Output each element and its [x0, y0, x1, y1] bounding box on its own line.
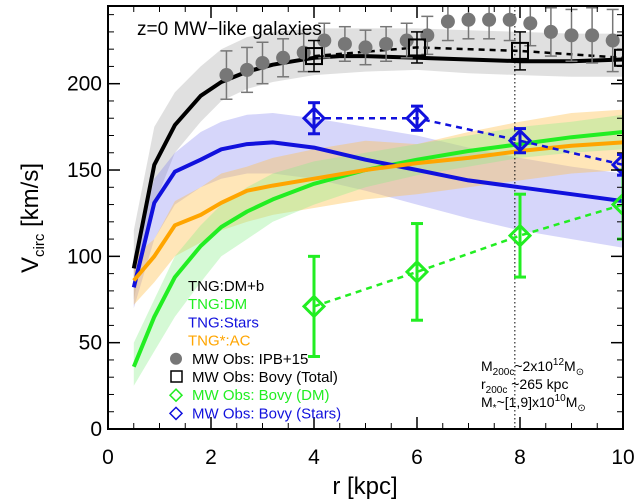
y-axis-title-sub: circ	[31, 233, 48, 257]
bovy-stars-point	[507, 128, 533, 153]
ipb-point	[502, 12, 517, 27]
bovy-dm-point	[507, 223, 533, 248]
info-m200c: M200c~2x1012M⊙	[481, 357, 584, 378]
ipb-point	[605, 33, 620, 48]
legend-label: MW Obs: Bovy (Stars)	[192, 405, 341, 422]
ipb-point	[461, 12, 476, 27]
info-mstar: M*~[1,9]x1010M⊙	[481, 393, 586, 414]
ipb-point	[337, 36, 352, 51]
legend-label: TNG*:AC	[188, 333, 251, 350]
legend-label: MW Obs: Bovy (DM)	[192, 387, 330, 404]
bovy-total-point	[408, 38, 426, 57]
bovy-stars-dashed-line	[314, 116, 623, 167]
bovy-stars-point	[610, 152, 623, 177]
ipb-point	[482, 12, 497, 27]
ipb-point	[564, 28, 579, 43]
x-tick-label: 8	[514, 446, 526, 469]
band-ac	[133, 109, 623, 305]
y-axis-title-unit: [km/s]	[17, 163, 44, 234]
y-tick-label: 200	[67, 73, 102, 96]
series-line-ac	[132, 140, 623, 282]
legend-marker-circle	[170, 352, 182, 365]
x-axis-title: r [kpc]	[332, 473, 397, 500]
x-tick-label: 2	[205, 446, 217, 469]
legend-label: MW Obs: Bovy (Total)	[192, 369, 338, 386]
ipb-point	[585, 28, 600, 43]
x-tick-label: 10	[611, 446, 634, 469]
ipb-point	[379, 36, 394, 51]
ipb-point	[399, 33, 414, 48]
ipb-point	[219, 68, 234, 83]
bovy-stars-point	[301, 106, 327, 131]
y-axis-title-main: V	[17, 257, 44, 273]
y-axis-title: Vcirc [km/s]	[17, 163, 48, 273]
bovy-total-point	[614, 48, 623, 67]
x-tick-label: 6	[411, 446, 423, 469]
bovy-stars-point	[404, 106, 430, 131]
legend-label: TNG:DM	[188, 296, 247, 313]
ipb-point	[543, 24, 558, 39]
y-tick-label: 0	[90, 418, 102, 441]
series-line-dm	[131, 130, 623, 368]
bovy-dm-point	[610, 192, 623, 217]
ipb-point	[255, 55, 270, 70]
y-tick-label: 50	[79, 332, 102, 355]
bands-layer	[133, 28, 623, 386]
legend-label: TNG:DM+b	[188, 278, 264, 295]
ipb-point	[358, 40, 373, 55]
band-stars	[133, 113, 623, 309]
ipb-point	[317, 33, 332, 48]
observations-layer	[219, 6, 623, 358]
chart-title: z=0 MW−like galaxies	[137, 19, 322, 40]
ipb-point	[440, 14, 455, 29]
band-dm	[133, 114, 623, 386]
band-dmb	[133, 28, 623, 300]
ipb-point	[523, 16, 538, 31]
bovy-total-point	[305, 47, 323, 66]
ipb-point	[240, 62, 255, 77]
bovy-total-point	[511, 41, 529, 60]
legend-marker-diamond	[168, 388, 184, 403]
legend-label: TNG:Stars	[188, 314, 259, 331]
y-tick-label: 150	[67, 159, 102, 182]
x-tick-label: 0	[102, 446, 114, 469]
legend-marker-diamond	[168, 406, 184, 421]
bovy-dm-point	[404, 259, 430, 285]
legend-label: MW Obs: IPB+15	[192, 351, 308, 368]
ipb-point	[296, 45, 311, 60]
legend-marker-square	[170, 370, 183, 383]
ipb-point	[276, 50, 291, 65]
y-tick-label: 100	[67, 245, 102, 268]
x-tick-label: 4	[308, 446, 320, 469]
halo-info-box: M200c~2x1012M⊙ r200c ~265 kpc M*~[1,9]x1…	[481, 357, 586, 414]
series-line-stars	[131, 140, 623, 288]
bovy-dm-point	[301, 294, 327, 319]
